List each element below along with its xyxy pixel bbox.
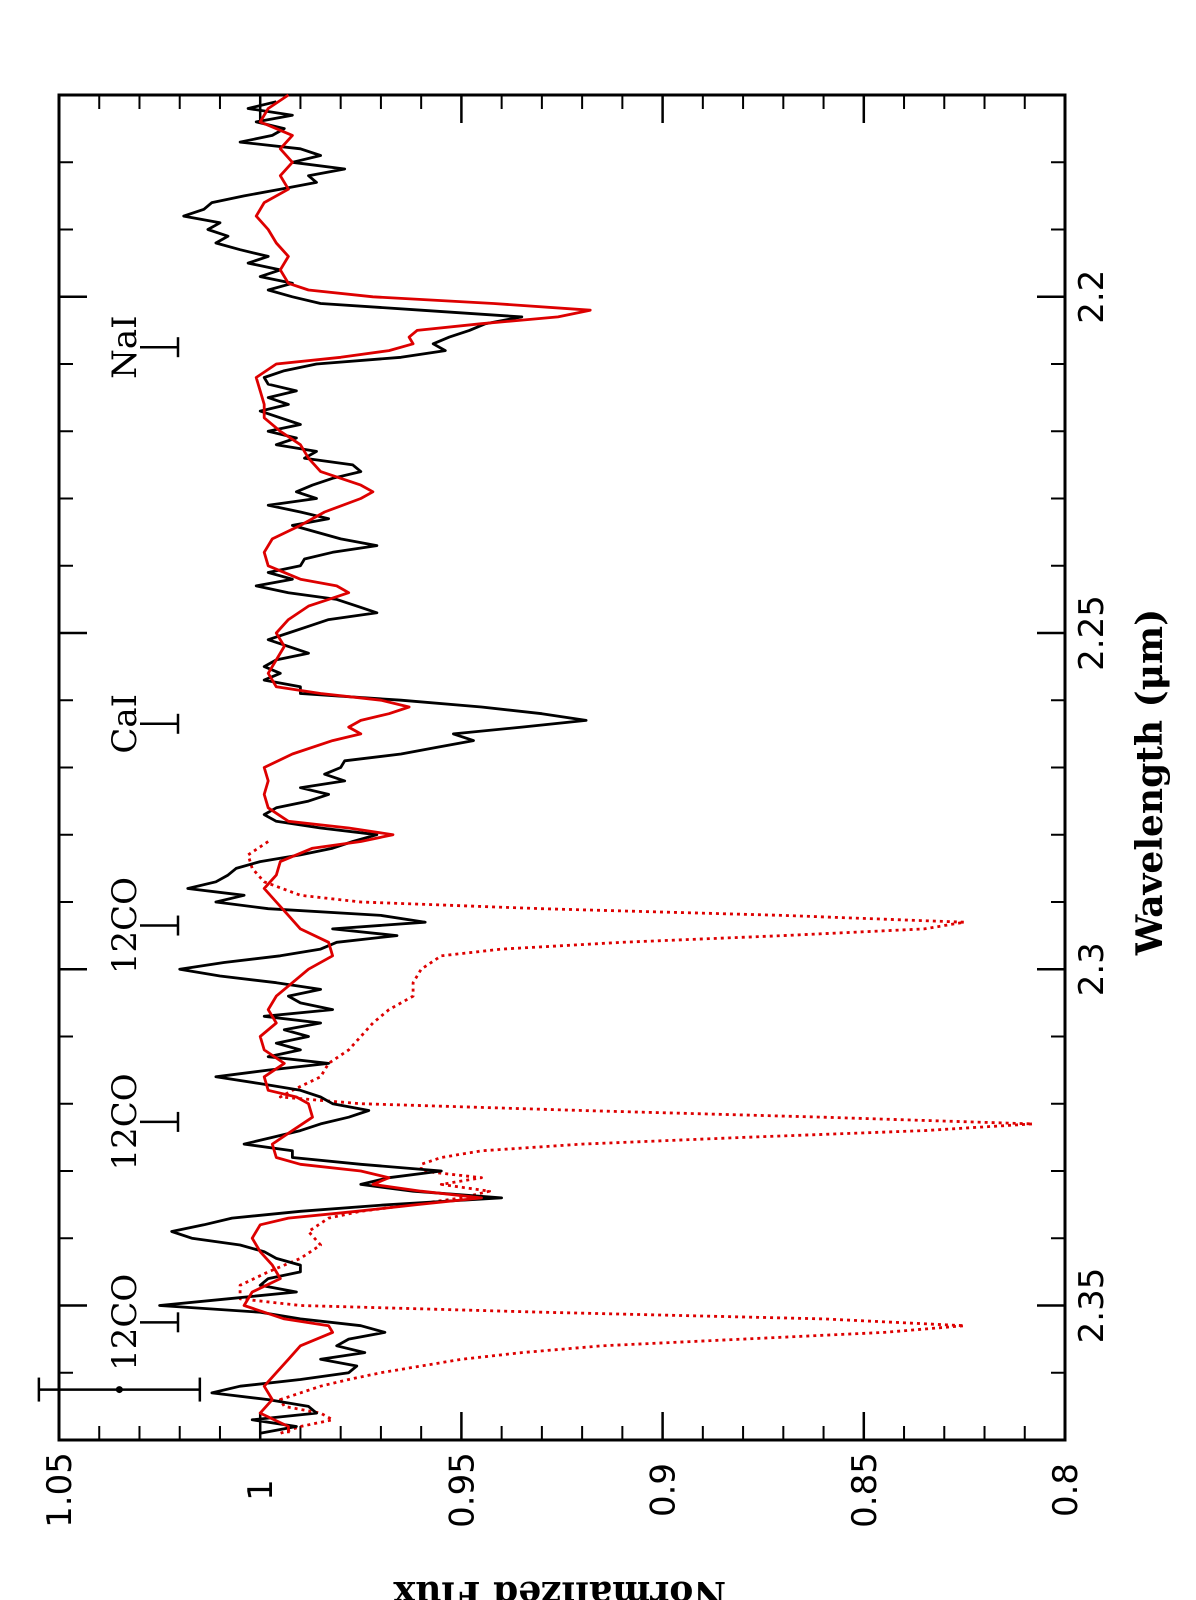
black-spectrum: [158, 100, 588, 1435]
x-axis-title: Wavelength (μm): [1129, 609, 1171, 956]
line-marker-label: 12CO: [105, 877, 145, 974]
y-tick-label: 1: [241, 1479, 281, 1501]
x-tick-label: 2.3: [1072, 942, 1112, 996]
line-markers: NaI CaI 12CO 12CO 12CO: [105, 315, 180, 1371]
x-tick-label: 2.35: [1072, 1268, 1112, 1344]
line-marker-label: CaI: [105, 694, 145, 754]
y-tick-label: 0.85: [845, 1452, 885, 1528]
line-marker-label: 12CO: [105, 1073, 145, 1170]
plot-frame: [57, 93, 1067, 1442]
red-spectrum: [242, 93, 592, 1434]
line-marker-label: 12CO: [105, 1274, 145, 1371]
x-tick-label: 2.25: [1072, 595, 1112, 671]
y-tick-label: 0.9: [644, 1463, 684, 1517]
y-tick-label: 0.8: [1046, 1463, 1086, 1517]
y-tick-label: 0.95: [442, 1452, 482, 1528]
dotted-red-spectrum: [238, 840, 1035, 1435]
axis-tick-labels: 2.2 2.25 2.3 2.35 1.05 1 0.95 0.9 0.85 0.8: [40, 270, 1112, 1528]
spectrum-series: [158, 93, 1035, 1435]
line-marker-label: NaI: [105, 315, 145, 378]
x-tick-label: 2.2: [1072, 270, 1112, 324]
error-bar: [37, 1377, 202, 1402]
y-tick-label: 1.05: [40, 1452, 80, 1528]
y-axis-title: Normalized Flux: [393, 1573, 726, 1600]
error-bar-point: [115, 1386, 123, 1394]
axis-ticks: [57, 95, 1067, 1440]
